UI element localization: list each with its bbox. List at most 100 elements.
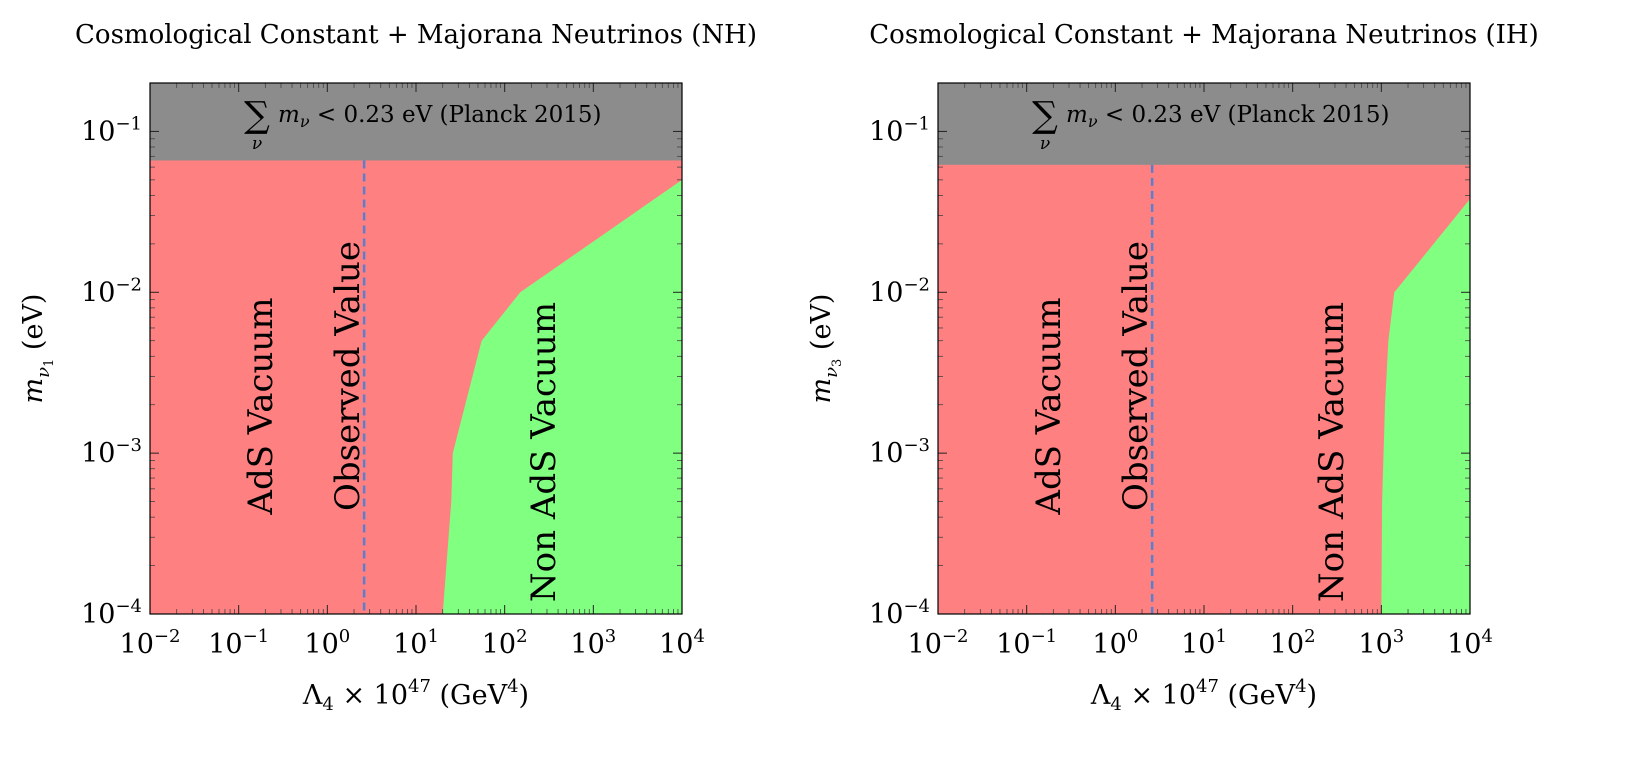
x-label-sub: 4	[322, 694, 333, 715]
x-tick-label: 10−2	[120, 626, 181, 660]
y-tick-base: 10	[81, 116, 115, 147]
x-tick-label: 102	[482, 626, 528, 660]
x-label-mid: × 10	[334, 680, 408, 711]
ads-region	[938, 83, 1470, 614]
y-tick-exponent: −2	[115, 274, 142, 295]
y-tick-base: 10	[869, 116, 903, 147]
ads-region-label: AdS Vacuum	[1029, 297, 1069, 515]
x-tick-exponent: −2	[942, 626, 969, 647]
x-tick-exponent: 2	[516, 626, 527, 647]
x-label-unit: (GeV	[1219, 680, 1296, 711]
y-tick-label: 10−2	[869, 274, 930, 308]
band-label-m-sub: ν	[1088, 112, 1098, 131]
y-tick-label: 10−1	[869, 113, 930, 147]
x-label-sup: 47	[1196, 676, 1219, 697]
band-label-sum-sub: ν	[252, 134, 262, 154]
y-tick-exponent: −4	[903, 596, 930, 617]
x-tick-label: 101	[1181, 626, 1227, 660]
minor-ticks	[150, 83, 682, 614]
x-tick-base: 10	[996, 629, 1030, 660]
y-tick-base: 10	[81, 438, 115, 469]
x-tick-label: 10−2	[908, 626, 969, 660]
x-tick-exponent: 0	[339, 626, 350, 647]
observed-value-label: Observed Value	[1116, 241, 1156, 511]
band-label-text: mν < 0.23 eV (Planck 2015)	[1066, 102, 1389, 131]
y-axis-label: mν1 (eV)	[18, 294, 57, 404]
x-label-unit: (GeV	[431, 680, 508, 711]
y-tick-label: 10−3	[81, 435, 142, 469]
y-tick-exponent: −4	[115, 596, 142, 617]
x-tick-label: 100	[1092, 626, 1138, 660]
x-tick-label: 10−1	[208, 626, 269, 660]
non-ads-region	[442, 179, 682, 614]
y-tick-base: 10	[869, 438, 903, 469]
x-tick-label: 103	[570, 626, 616, 660]
x-label-unit-close: )	[519, 680, 530, 711]
y-tick-base: 10	[869, 599, 903, 630]
plot-area	[150, 83, 682, 614]
y-tick-label: 10−1	[81, 113, 142, 147]
x-tick-label: 102	[1270, 626, 1316, 660]
y-label-unit: (eV)	[806, 294, 837, 359]
y-tick-base: 10	[869, 277, 903, 308]
y-axis-label: mν3 (eV)	[806, 294, 845, 404]
x-label-unit-sup: 4	[507, 676, 518, 697]
x-tick-base: 10	[304, 629, 338, 660]
x-tick-base: 10	[1181, 629, 1215, 660]
non-ads-region	[1381, 199, 1470, 614]
x-tick-exponent: 3	[1393, 626, 1404, 647]
x-tick-exponent: −2	[154, 626, 181, 647]
chart-panel-ih: 10−2 10−1 100 101 102 103 10410−410−310−210−1C…	[806, 20, 1539, 715]
band-label-rest: < 0.23 eV (Planck 2015)	[1098, 102, 1390, 128]
chart-title: Cosmological Constant + Majorana Neutrin…	[75, 20, 757, 50]
x-tick-label: 104	[1447, 626, 1493, 660]
x-tick-base: 10	[482, 629, 516, 660]
band-label-m: m	[1066, 102, 1088, 128]
x-tick-base: 10	[208, 629, 242, 660]
x-tick-exponent: 4	[1481, 626, 1492, 647]
x-tick-label: 10−1	[996, 626, 1057, 660]
x-tick-exponent: −1	[1031, 626, 1058, 647]
y-tick-exponent: −3	[903, 435, 930, 456]
x-tick-exponent: 0	[1127, 626, 1138, 647]
y-tick-label: 10−3	[869, 435, 930, 469]
x-tick-exponent: 4	[693, 626, 704, 647]
x-label-sup: 47	[408, 676, 431, 697]
y-tick-exponent: −2	[903, 274, 930, 295]
x-tick-base: 10	[1092, 629, 1126, 660]
band-label-m: m	[278, 102, 300, 128]
x-tick-base: 10	[120, 629, 154, 660]
observed-value-label: Observed Value	[328, 241, 368, 511]
band-label-sum: ∑	[244, 95, 270, 136]
x-tick-label: 104	[659, 626, 705, 660]
planck-excluded-band	[150, 83, 682, 161]
x-tick-exponent: 3	[605, 626, 616, 647]
x-tick-base: 10	[1358, 629, 1392, 660]
x-tick-exponent: −1	[243, 626, 270, 647]
y-label-subsub: 1	[42, 359, 57, 367]
x-tick-base: 10	[659, 629, 693, 660]
x-label-base: Λ	[1090, 680, 1111, 711]
x-tick-label: 100	[304, 626, 350, 660]
y-label-sub: ν	[33, 367, 54, 378]
y-label-base: m	[18, 378, 49, 404]
x-tick-base: 10	[908, 629, 942, 660]
y-label-unit: (eV)	[18, 294, 49, 359]
band-label-text: mν < 0.23 eV (Planck 2015)	[278, 102, 601, 131]
y-tick-exponent: −1	[903, 113, 930, 134]
x-label-sub: 4	[1110, 694, 1121, 715]
y-label-subsub: 3	[830, 359, 845, 367]
y-tick-base: 10	[81, 277, 115, 308]
y-tick-label: 10−2	[81, 274, 142, 308]
y-tick-base: 10	[81, 599, 115, 630]
y-tick-exponent: −3	[115, 435, 142, 456]
y-tick-exponent: −1	[115, 113, 142, 134]
x-label-unit-sup: 4	[1295, 676, 1306, 697]
y-label-sub: ν	[821, 367, 842, 378]
non-ads-region-label: Non AdS Vacuum	[524, 302, 564, 602]
x-tick-base: 10	[1447, 629, 1481, 660]
x-tick-base: 10	[570, 629, 604, 660]
x-tick-base: 10	[1270, 629, 1304, 660]
x-axis-label: Λ4 × 1047 (GeV4)	[302, 676, 529, 715]
plot-area	[938, 83, 1470, 614]
